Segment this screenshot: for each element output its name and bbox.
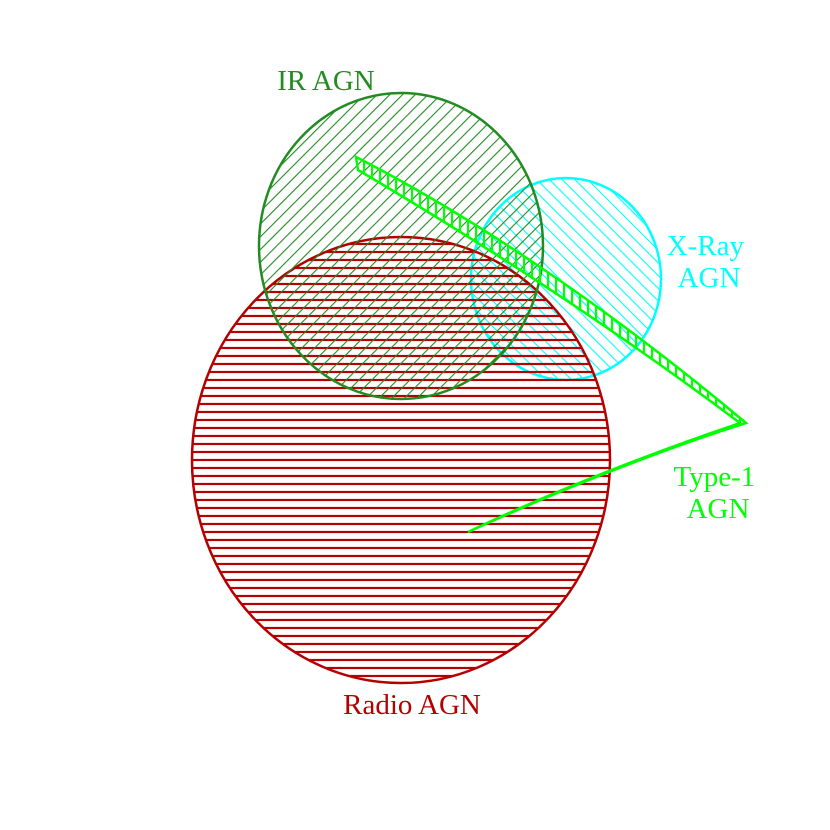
type1-agn-region xyxy=(354,154,749,534)
ir-agn-region xyxy=(257,91,545,401)
radio-agn-label: Radio AGN xyxy=(343,689,481,721)
xray-agn-label: X-Ray AGN xyxy=(667,230,752,294)
type1-agn-label: Type-1 AGN xyxy=(674,461,763,525)
ir-agn-label: IR AGN xyxy=(277,65,375,97)
